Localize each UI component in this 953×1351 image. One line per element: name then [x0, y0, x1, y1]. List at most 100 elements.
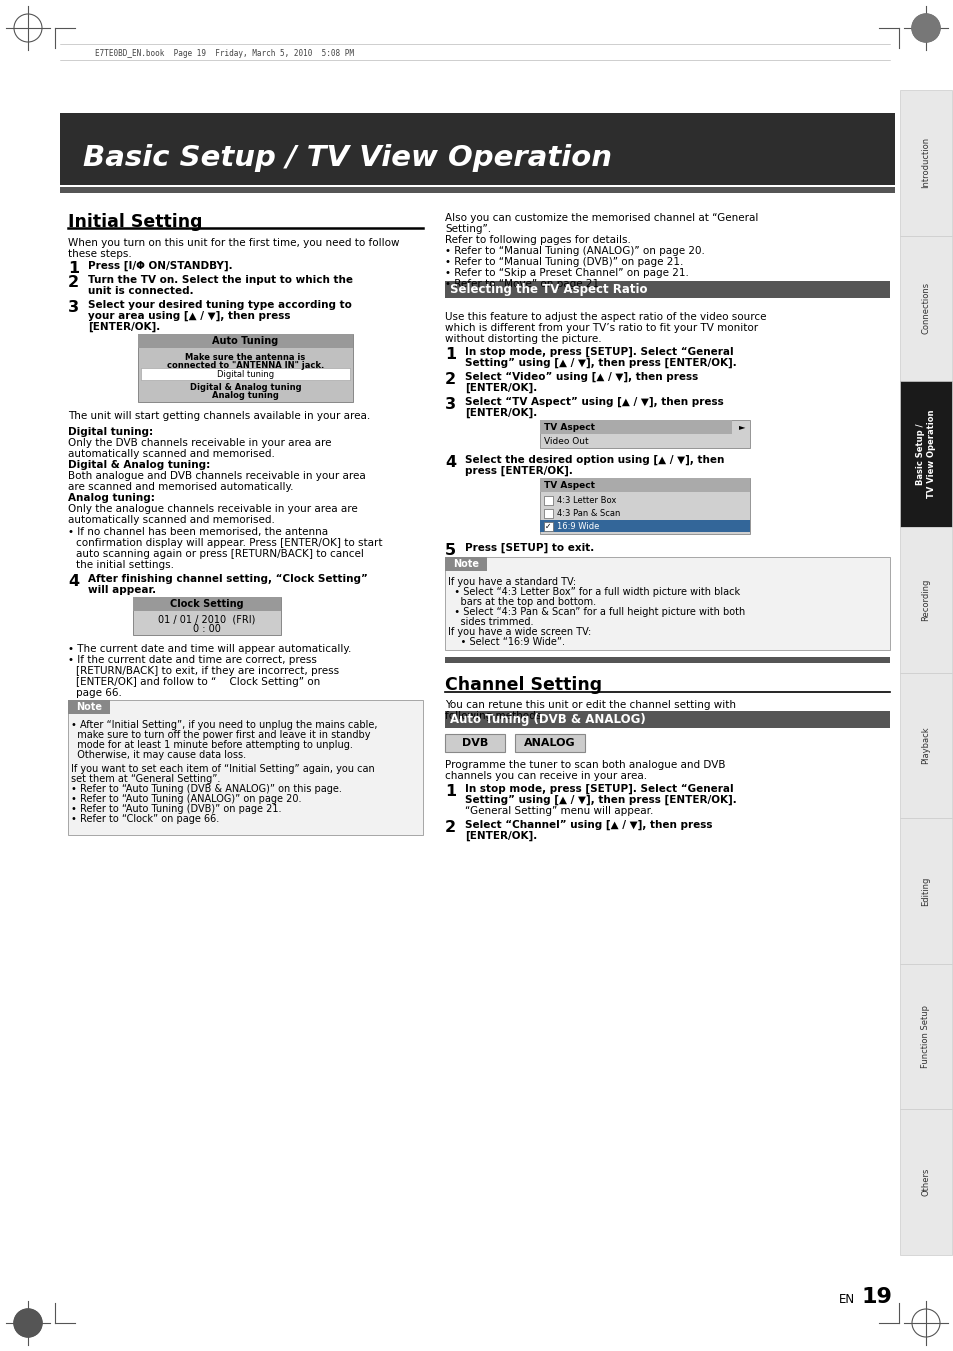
- Text: [ENTER/OK].: [ENTER/OK].: [464, 382, 537, 393]
- Bar: [138, 334, 353, 403]
- Text: confirmation display will appear. Press [ENTER/OK] to start: confirmation display will appear. Press …: [76, 538, 382, 549]
- Bar: [68, 700, 422, 835]
- Text: Digital tuning:: Digital tuning:: [68, 427, 153, 436]
- Text: • Refer to “Manual Tuning (DVB)” on page 21.: • Refer to “Manual Tuning (DVB)” on page…: [444, 257, 682, 267]
- Bar: [539, 478, 749, 492]
- Text: Select “TV Aspect” using [▲ / ▼], then press: Select “TV Aspect” using [▲ / ▼], then p…: [464, 397, 723, 407]
- Text: Analog tuning: Analog tuning: [212, 392, 278, 400]
- Text: Select “Channel” using [▲ / ▼], then press: Select “Channel” using [▲ / ▼], then pre…: [464, 820, 712, 831]
- Text: Setting” using [▲ / ▼], then press [ENTER/OK].: Setting” using [▲ / ▼], then press [ENTE…: [464, 794, 736, 805]
- Text: 1: 1: [444, 784, 456, 798]
- Text: Use this feature to adjust the aspect ratio of the video source: Use this feature to adjust the aspect ra…: [444, 312, 765, 322]
- Text: Basic Setup / TV View Operation: Basic Setup / TV View Operation: [83, 145, 612, 172]
- Text: • Select “16:9 Wide”.: • Select “16:9 Wide”.: [448, 638, 564, 647]
- Text: Select the desired option using [▲ / ▼], then: Select the desired option using [▲ / ▼],…: [464, 455, 723, 465]
- Text: make sure to turn off the power first and leave it in standby: make sure to turn off the power first an…: [71, 730, 370, 740]
- Text: DVB: DVB: [461, 738, 488, 748]
- Text: Otherwise, it may cause data loss.: Otherwise, it may cause data loss.: [71, 750, 246, 761]
- Text: Clock Setting: Clock Setting: [170, 598, 244, 609]
- Text: In stop mode, press [SETUP]. Select “General: In stop mode, press [SETUP]. Select “Gen…: [464, 347, 733, 357]
- Text: [RETURN/BACK] to exit, if they are incorrect, press: [RETURN/BACK] to exit, if they are incor…: [76, 666, 338, 676]
- Text: 4:3 Pan & Scan: 4:3 Pan & Scan: [557, 509, 619, 517]
- Bar: [68, 700, 110, 713]
- Bar: [444, 711, 889, 728]
- Bar: [539, 478, 749, 534]
- Bar: [444, 281, 889, 299]
- Text: Selecting the TV Aspect Ratio: Selecting the TV Aspect Ratio: [450, 282, 647, 296]
- Text: sides trimmed.: sides trimmed.: [448, 617, 533, 627]
- Text: Press [I/Φ ON/STANDBY].: Press [I/Φ ON/STANDBY].: [88, 261, 233, 272]
- Text: Press [SETUP] to exit.: Press [SETUP] to exit.: [464, 543, 594, 554]
- Text: • Select “4:3 Letter Box” for a full width picture with black: • Select “4:3 Letter Box” for a full wid…: [448, 586, 740, 597]
- Bar: [899, 381, 951, 527]
- Text: Also you can customize the memorised channel at “General: Also you can customize the memorised cha…: [444, 213, 758, 223]
- Text: 3: 3: [68, 300, 79, 315]
- Text: Only the DVB channels receivable in your area are: Only the DVB channels receivable in your…: [68, 438, 331, 449]
- Bar: [132, 597, 281, 635]
- Text: auto scanning again or press [RETURN/BACK] to cancel: auto scanning again or press [RETURN/BAC…: [76, 549, 363, 559]
- Text: EN: EN: [838, 1293, 854, 1306]
- Bar: [543, 509, 553, 517]
- Text: Select “Video” using [▲ / ▼], then press: Select “Video” using [▲ / ▼], then press: [464, 372, 698, 382]
- Text: Connections: Connections: [921, 282, 929, 335]
- Bar: [60, 113, 894, 185]
- Text: Both analogue and DVB channels receivable in your area: Both analogue and DVB channels receivabl…: [68, 471, 365, 481]
- Text: Recording: Recording: [921, 578, 929, 621]
- Text: Others: Others: [921, 1169, 929, 1197]
- Text: 3: 3: [444, 397, 456, 412]
- Text: • After “Initial Setting”, if you need to unplug the mains cable,: • After “Initial Setting”, if you need t…: [71, 720, 377, 730]
- Text: mode for at least 1 minute before attempting to unplug.: mode for at least 1 minute before attemp…: [71, 740, 353, 750]
- Text: [ENTER/OK].: [ENTER/OK].: [88, 322, 160, 332]
- Text: The unit will start getting channels available in your area.: The unit will start getting channels ava…: [68, 411, 370, 422]
- Bar: [899, 235, 951, 381]
- Bar: [138, 334, 353, 349]
- Bar: [539, 520, 749, 532]
- Text: Channel Setting: Channel Setting: [444, 676, 601, 694]
- Text: If you have a wide screen TV:: If you have a wide screen TV:: [448, 627, 591, 638]
- Text: automatically scanned and memorised.: automatically scanned and memorised.: [68, 515, 274, 526]
- Text: If you have a standard TV:: If you have a standard TV:: [448, 577, 576, 586]
- Text: Note: Note: [453, 559, 478, 569]
- Text: ✓: ✓: [545, 521, 551, 531]
- Text: Select your desired tuning type according to: Select your desired tuning type accordin…: [88, 300, 352, 309]
- Bar: [444, 557, 486, 571]
- Bar: [899, 673, 951, 819]
- Bar: [899, 91, 951, 235]
- Text: will appear.: will appear.: [88, 585, 156, 594]
- Bar: [543, 521, 553, 531]
- Text: 16:9 Wide: 16:9 Wide: [557, 521, 598, 531]
- Text: • Refer to “Move” on page 21.: • Refer to “Move” on page 21.: [444, 280, 602, 289]
- Text: press [ENTER/OK].: press [ENTER/OK].: [464, 466, 572, 477]
- Text: these steps.: these steps.: [68, 249, 132, 259]
- Text: TV Aspect: TV Aspect: [543, 481, 595, 489]
- Text: Setting” using [▲ / ▼], then press [ENTER/OK].: Setting” using [▲ / ▼], then press [ENTE…: [464, 358, 736, 369]
- Bar: [444, 657, 889, 663]
- Text: without distorting the picture.: without distorting the picture.: [444, 334, 601, 345]
- Text: [ENTER/OK].: [ENTER/OK].: [464, 831, 537, 842]
- Bar: [515, 734, 584, 753]
- Text: • If no channel has been memorised, the antenna: • If no channel has been memorised, the …: [68, 527, 328, 536]
- Text: your area using [▲ / ▼], then press: your area using [▲ / ▼], then press: [88, 311, 291, 322]
- Text: E7TE0BD_EN.book  Page 19  Friday, March 5, 2010  5:08 PM: E7TE0BD_EN.book Page 19 Friday, March 5,…: [95, 49, 354, 58]
- Bar: [444, 557, 889, 650]
- Text: 4:3 Letter Box: 4:3 Letter Box: [557, 496, 616, 505]
- Text: Playback: Playback: [921, 727, 929, 765]
- Text: Basic Setup /
TV View Operation: Basic Setup / TV View Operation: [915, 409, 935, 499]
- Bar: [899, 527, 951, 673]
- Bar: [60, 186, 894, 193]
- Text: • Select “4:3 Pan & Scan” for a full height picture with both: • Select “4:3 Pan & Scan” for a full hei…: [448, 607, 744, 617]
- Text: Digital tuning: Digital tuning: [216, 370, 274, 380]
- Text: • Refer to “Manual Tuning (ANALOG)” on page 20.: • Refer to “Manual Tuning (ANALOG)” on p…: [444, 246, 704, 255]
- Text: • Refer to “Clock” on page 66.: • Refer to “Clock” on page 66.: [71, 815, 219, 824]
- Text: Analog tuning:: Analog tuning:: [68, 493, 154, 503]
- Text: “General Setting” menu will appear.: “General Setting” menu will appear.: [464, 807, 653, 816]
- Text: Refer to following pages for details.: Refer to following pages for details.: [444, 235, 630, 245]
- Bar: [899, 963, 951, 1109]
- Text: Setting”.: Setting”.: [444, 224, 491, 234]
- Text: page 66.: page 66.: [76, 688, 122, 698]
- Text: When you turn on this unit for the first time, you need to follow: When you turn on this unit for the first…: [68, 238, 399, 249]
- Text: ANALOG: ANALOG: [523, 738, 576, 748]
- Text: Digital & Analog tuning:: Digital & Analog tuning:: [68, 459, 210, 470]
- Text: 2: 2: [444, 372, 456, 386]
- Text: • Refer to “Skip a Preset Channel” on page 21.: • Refer to “Skip a Preset Channel” on pa…: [444, 267, 688, 278]
